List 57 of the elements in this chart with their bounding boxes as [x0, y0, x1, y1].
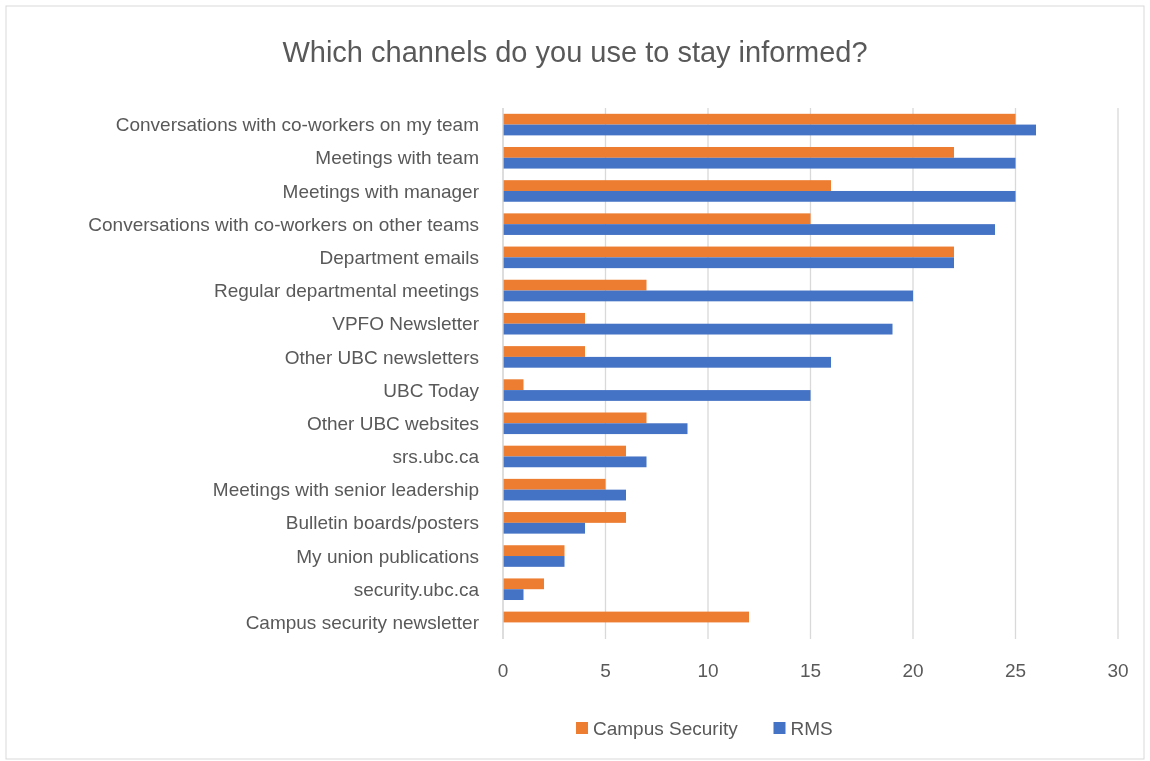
bar	[503, 356, 831, 368]
bar	[503, 213, 811, 225]
legend-label: Campus Security	[593, 717, 739, 739]
y-tick-label: UBC Today	[383, 379, 480, 401]
bar	[503, 124, 1036, 136]
y-tick-label: Other UBC newsletters	[284, 346, 479, 368]
bar	[503, 246, 954, 258]
x-tick-label: 25	[1004, 660, 1027, 681]
bar	[503, 478, 606, 490]
bar	[503, 190, 1016, 202]
bar	[503, 611, 749, 623]
y-tick-label: Meetings with team	[315, 147, 479, 169]
y-tick-label: My union publications	[296, 545, 479, 567]
chart-title: Which channels do you use to stay informed?	[282, 36, 868, 68]
bar	[503, 445, 626, 457]
x-tick-label: 5	[600, 660, 611, 681]
bar	[503, 556, 565, 567]
bar	[503, 257, 954, 269]
bar	[503, 290, 913, 302]
legend-label: RMS	[790, 717, 833, 739]
bar	[503, 412, 647, 424]
bar	[503, 578, 544, 590]
x-tick-label: 10	[697, 660, 719, 681]
bar	[503, 390, 811, 401]
y-tick-label: Conversations with co-workers on my team	[115, 114, 479, 136]
x-tick-label: 20	[902, 660, 924, 681]
y-tick-label: Campus security newsletter	[245, 612, 480, 634]
bar	[503, 224, 995, 235]
bar	[503, 312, 585, 324]
y-tick-label: security.ubc.ca	[353, 578, 480, 600]
x-tick-label: 15	[799, 660, 822, 681]
bar	[503, 545, 565, 557]
bar	[503, 180, 831, 191]
bar	[503, 522, 585, 534]
bar	[503, 512, 626, 523]
y-tick-label: Meetings with manager	[282, 180, 480, 202]
y-tick-label: VPFO Newsletter	[332, 313, 480, 335]
bar	[503, 589, 524, 600]
bar	[503, 279, 647, 291]
bar	[503, 379, 524, 391]
y-tick-label: Department emails	[319, 246, 479, 268]
y-tick-label: Regular departmental meetings	[213, 280, 479, 302]
bar	[503, 423, 688, 435]
bar	[503, 489, 626, 501]
y-tick-label: Other UBC websites	[306, 412, 479, 434]
x-tick-label: 0	[497, 660, 509, 681]
bar	[503, 323, 893, 335]
y-tick-label: Meetings with senior leadership	[212, 479, 479, 501]
bar	[503, 147, 954, 158]
bar	[503, 456, 647, 468]
x-tick-label: 30	[1107, 660, 1129, 681]
bar	[503, 113, 1016, 125]
bar	[503, 346, 585, 357]
y-tick-label: Conversations with co-workers on other teams	[88, 213, 479, 235]
y-tick-label: Bulletin boards/posters	[285, 512, 479, 534]
y-tick-label: srs.ubc.ca	[392, 446, 480, 468]
bar	[503, 157, 1016, 169]
